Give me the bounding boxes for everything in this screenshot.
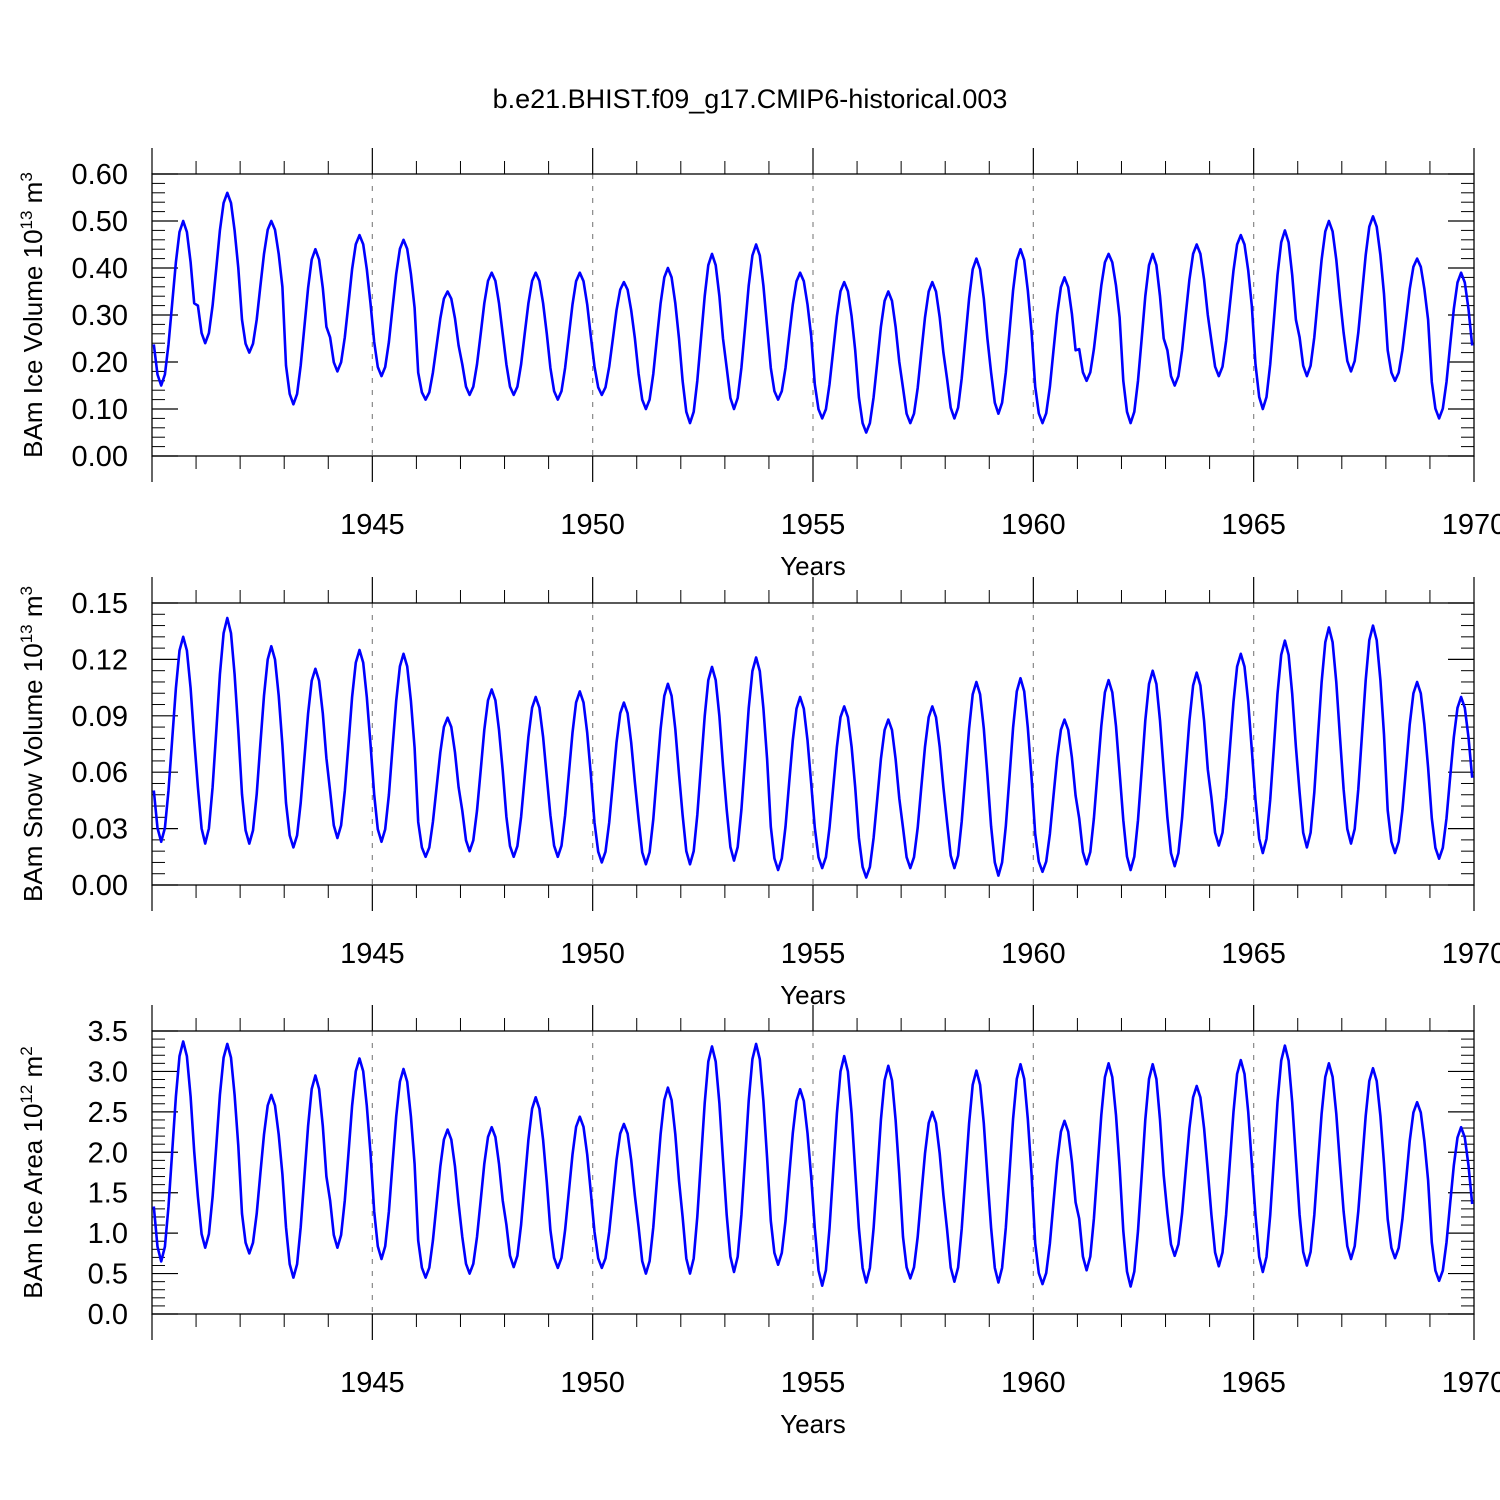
x-tick-label: 1965 <box>1221 509 1286 541</box>
y-tick-label: 0.5 <box>88 1259 128 1291</box>
series-line <box>152 616 1474 879</box>
y-tick-label: 0.03 <box>72 814 128 846</box>
series-line <box>152 191 1474 434</box>
y-tick-label: 0.12 <box>72 644 128 676</box>
y-tick-label: 0.50 <box>72 206 128 238</box>
x-tick-label: 1955 <box>781 509 846 541</box>
x-tick-label: 1960 <box>1001 509 1066 541</box>
series-line <box>152 1040 1474 1288</box>
y-tick-label: 0.40 <box>72 253 128 285</box>
y-axis-label: BAm Ice Area 1012 m2 <box>17 1046 48 1298</box>
y-tick-label: 0.0 <box>88 1299 128 1331</box>
y-tick-label: 3.0 <box>88 1056 128 1088</box>
y-tick-label: 3.5 <box>88 1016 128 1048</box>
chart-panel-1: 0.00 0.10 0.20 0.30 0.40 0.50 0.60 1945 1950 1955… <box>17 148 1500 581</box>
y-tick-label: 0.09 <box>72 701 128 733</box>
y-axis-label: BAm Ice Volume 1013 m3 <box>17 172 48 458</box>
x-tick-label: 1945 <box>340 1367 405 1399</box>
y-tick-label: 0.15 <box>72 588 128 620</box>
x-tick-label: 1955 <box>781 1367 846 1399</box>
y-tick-label: 0.00 <box>72 870 128 902</box>
x-tick-label: 1970 <box>1442 938 1500 970</box>
x-tick-label: 1965 <box>1221 1367 1286 1399</box>
y-tick-label: 1.5 <box>88 1178 128 1210</box>
y-tick-label: 2.0 <box>88 1137 128 1169</box>
y-axis-label: BAm Snow Volume 1013 m3 <box>17 586 48 902</box>
x-axis-label: Years <box>780 1409 846 1439</box>
y-tick-label: 0.06 <box>72 757 128 789</box>
chart-panel-3: 0.0 0.5 1.0 1.5 2.0 2.5 3.0 3.5 1945 1950 1955 1960… <box>17 1005 1500 1439</box>
x-tick-label: 1960 <box>1001 1367 1066 1399</box>
y-tick-label: 1.0 <box>88 1218 128 1250</box>
y-tick-label: 0.00 <box>72 441 128 473</box>
y-tick-label: 0.60 <box>72 159 128 191</box>
x-tick-label: 1950 <box>560 938 625 970</box>
y-tick-label: 0.10 <box>72 394 128 426</box>
x-tick-label: 1945 <box>340 938 405 970</box>
x-axis-label: Years <box>780 551 846 581</box>
y-tick-label: 2.5 <box>88 1097 128 1129</box>
chart-title: b.e21.BHIST.f09_g17.CMIP6-historical.003 <box>492 84 1008 114</box>
y-tick-label: 0.20 <box>72 347 128 379</box>
x-tick-label: 1945 <box>340 509 405 541</box>
x-tick-label: 1965 <box>1221 938 1286 970</box>
y-tick-label: 0.30 <box>72 300 128 332</box>
x-tick-label: 1970 <box>1442 1367 1500 1399</box>
x-tick-label: 1950 <box>560 509 625 541</box>
x-tick-label: 1960 <box>1001 938 1066 970</box>
plot-frame <box>151 173 1475 457</box>
chart-panel-2: 0.00 0.03 0.06 0.09 0.12 0.15 1945 1950 1955 1960… <box>17 577 1500 1010</box>
x-tick-label: 1970 <box>1442 509 1500 541</box>
plot-frame <box>151 602 1475 886</box>
x-tick-label: 1955 <box>781 938 846 970</box>
x-tick-label: 1950 <box>560 1367 625 1399</box>
